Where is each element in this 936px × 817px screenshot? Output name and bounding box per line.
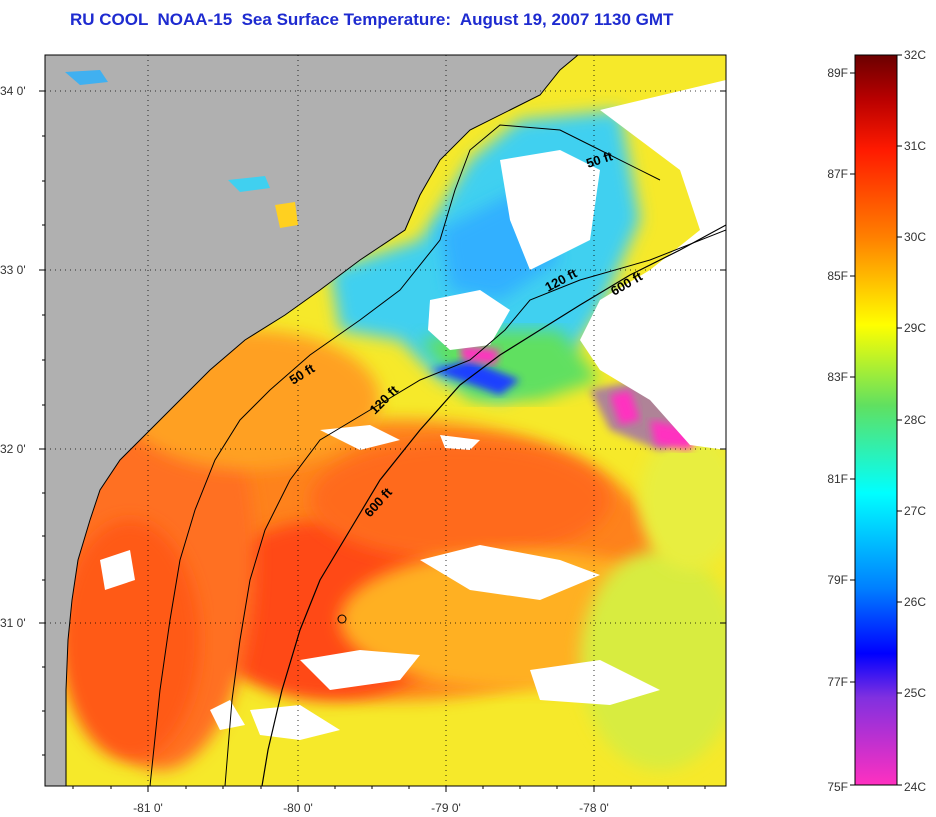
lon-label: -78 0' (579, 801, 609, 815)
colorbar-celsius-label: 30C (904, 230, 926, 244)
lon-label: -80 0' (283, 801, 313, 815)
colorbar-fahrenheit-label: 89F (827, 66, 848, 80)
lat-label: 31 0' (0, 616, 26, 630)
colorbar-scale (854, 54, 898, 786)
isobath-50ft (149, 124, 661, 786)
lon-label: -79 0' (431, 801, 461, 815)
colorbar-ticks (850, 54, 902, 786)
land-mass (45, 55, 578, 786)
colorbar-celsius-label: 31C (904, 139, 926, 153)
colorbar-fahrenheit-label: 85F (827, 269, 848, 283)
axis-ticks (39, 90, 726, 792)
colorbar-fahrenheit-label: 77F (827, 675, 848, 689)
colorbar-fahrenheit-label: 75F (827, 780, 848, 794)
lat-label: 32 0' (0, 442, 26, 456)
isobath-120ft (224, 229, 726, 786)
lat-label: 33 0' (0, 263, 26, 277)
colorbar-celsius-label: 27C (904, 504, 926, 518)
lat-label: 34 0' (0, 84, 26, 98)
colorbar: 32C 31C 30C 29C 28C 27C 26C 25C 24C 89F … (827, 48, 926, 794)
colorbar-celsius-label: 28C (904, 413, 926, 427)
map-title: RU COOL NOAA-15 Sea Surface Temperature:… (70, 10, 674, 29)
map-border (44, 54, 727, 787)
colorbar-celsius-label: 24C (904, 780, 926, 794)
inland-lake (65, 70, 108, 85)
colorbar-celsius-label: 25C (904, 686, 926, 700)
colorbar-fahrenheit-label: 83F (827, 370, 848, 384)
colorbar-celsius-label: 29C (904, 321, 926, 335)
station-marker (337, 614, 347, 624)
graticule (45, 55, 726, 786)
inland-lake (275, 202, 298, 228)
lon-label: -81 0' (133, 801, 163, 815)
colorbar-fahrenheit-label: 87F (827, 167, 848, 181)
colorbar-celsius-label: 26C (904, 595, 926, 609)
inland-lake (228, 176, 270, 192)
colorbar-fahrenheit-label: 79F (827, 573, 848, 587)
colorbar-celsius-label: 32C (904, 48, 926, 62)
isobath-600ft (261, 224, 726, 786)
coastline (65, 55, 579, 786)
colorbar-fahrenheit-label: 81F (827, 472, 848, 486)
map-area: 50 ft 50 ft 120 ft 120 ft 600 ft 600 ft (0, 54, 727, 815)
cloud-mask (100, 80, 726, 740)
